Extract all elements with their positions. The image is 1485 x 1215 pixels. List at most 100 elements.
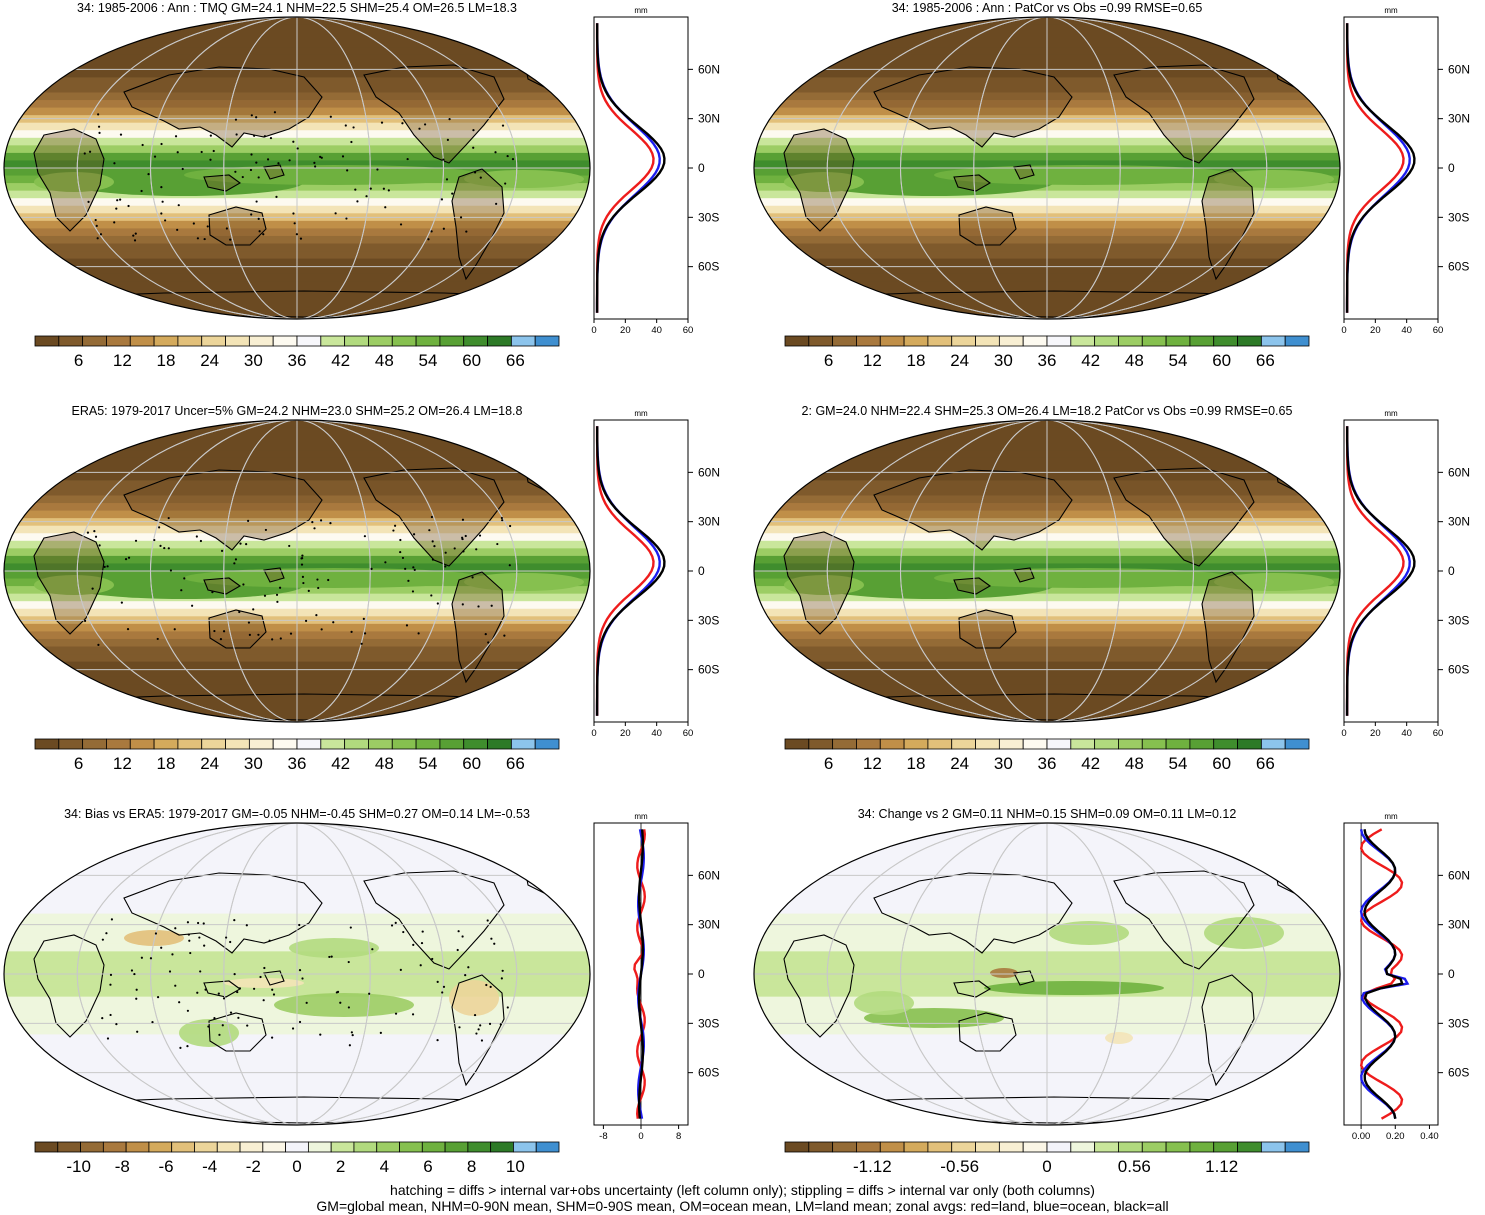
coastline [953,174,992,192]
stipple-dot [196,237,200,240]
colorbar-swatch [307,1141,332,1153]
colorbar-tick-label: -4 [202,1157,217,1176]
stipple-dot [412,566,415,569]
stipple-dot [347,1006,350,1009]
stipple-dot [504,182,507,185]
colorbar-swatch [1165,1141,1191,1153]
stipple-dot [207,1025,210,1028]
stipple-dot [495,202,498,205]
colorbar-swatch [296,738,322,750]
moisture-blob [784,575,864,595]
zonal-x-tick-label: 0 [1341,325,1346,336]
map-field [4,17,590,319]
stipple-dot [327,578,330,582]
colorbar-tick-label: 6 [74,351,83,370]
lat-tick-label: 60S [1448,663,1469,677]
stipple-dot [328,955,331,959]
stipple-dot [263,966,266,970]
zonal-frame [593,16,689,320]
stipple-dot [110,918,114,921]
stipple-dot [394,1012,398,1015]
colorbar-tick-label: 42 [1081,754,1100,773]
lat-tick-label: 30N [1448,112,1470,126]
coastline [1201,571,1255,684]
colorbar-swatch [903,1141,929,1153]
stipple-dot [247,519,250,522]
stipple-dot [456,948,459,952]
lat-tick-label: 0 [1448,564,1455,578]
stipple-dot [489,985,492,989]
zonal-unit: mm [634,409,648,418]
graticule-lon [223,420,371,722]
stipple-dot [220,549,224,552]
stipple-dot [93,530,96,533]
stipple-dot [236,990,239,994]
anomaly-blob [1204,917,1284,949]
anomaly-blob [1105,1032,1133,1044]
coastline [783,531,855,635]
stipple-dot [472,128,475,132]
stipple-dot [399,223,403,226]
stipple-dot [288,544,291,548]
colorbar-swatch [1022,738,1048,750]
stipple-dot [179,1046,182,1049]
stipple-dot [371,948,374,951]
anomaly-blob [1049,921,1129,945]
stipple-dot [506,154,509,158]
colorbar-swatch [344,738,369,750]
colorbar-tick-label: 24 [200,754,219,773]
graticule-lon [76,823,518,1125]
stipple-dot [320,156,323,159]
zonal-x-tick-label: 60 [683,325,694,336]
colorbar-tick-label: 6 [74,754,83,773]
colorbar-swatch [951,738,976,750]
stipple-dot [332,621,335,624]
stipple-dot [98,544,101,547]
stipple-dot [181,167,184,171]
coastline [203,577,242,595]
stipple-dot [305,1001,308,1004]
stipple-dot [445,178,449,181]
stipple-dot [263,135,267,138]
panel-6: 34: Change vs 2 GM=0.11 NHM=0.15 SHM=0.0… [753,807,1470,1176]
colorbar-tick-label: 8 [467,1157,476,1176]
colorbar-swatch [262,1141,287,1153]
stipple-dot [467,966,470,969]
stipple-dot [313,161,316,164]
stipple-dot [472,146,475,149]
stipple-dot [412,533,416,536]
stipple-dot [218,1033,221,1036]
moisture-blob [34,575,114,595]
stipple-dot [94,218,97,222]
colorbar-tick-label: 66 [1256,351,1275,370]
colorbar-tick-label: 18 [907,754,926,773]
stipple-dot [448,118,451,121]
colorbar-swatch [129,335,155,347]
zonal-frame [1343,16,1439,320]
colorbar-swatch [391,738,417,750]
stipple-dot [301,575,305,578]
stipple-dot [427,238,430,241]
colorbar-swatch [1189,335,1215,347]
colorbar-swatch [879,1141,905,1153]
stipple-dot [257,633,260,636]
stipple-dot [393,524,397,527]
stipple-dot [127,556,131,559]
zonal-x-tick-label: -8 [599,1131,607,1142]
colorbar-swatch [285,1141,309,1153]
panel-title: ERA5: 1979-2017 Uncer=5% GM=24.2 NHM=23.… [72,404,523,418]
stipple-dot [237,1016,240,1019]
graticule-lon [973,823,1121,1125]
colorbar: 6 12 18 24 30 36 42 48 54 60 66 [784,738,1310,773]
colorbar-swatch [1284,1141,1310,1153]
colorbar-swatch [129,738,155,750]
stipple-dot [346,169,349,172]
colorbar-swatch [1070,1141,1096,1153]
coastline [812,290,1296,318]
stipple-dot [404,567,407,570]
stipple-dot [116,199,119,202]
stipple-dot [160,212,163,215]
zonal-line-all [637,829,645,1119]
stipple-dot [262,999,265,1002]
stipple-dot [212,149,215,153]
